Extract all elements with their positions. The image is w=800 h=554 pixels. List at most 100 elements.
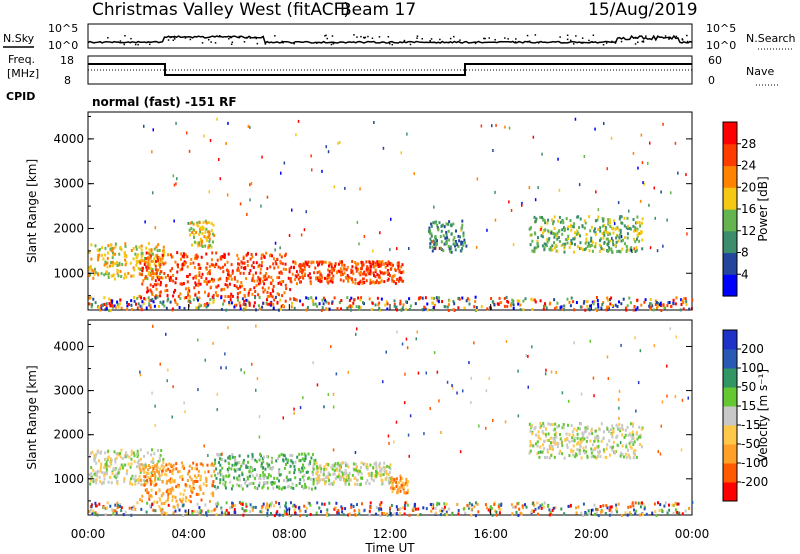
power-cell: [544, 221, 547, 225]
noise-search-point: [256, 42, 259, 45]
power-cell: [626, 232, 629, 236]
velocity-cell: [632, 450, 635, 453]
velocity-ground-cell: [92, 509, 95, 513]
velocity-cell: [400, 483, 403, 487]
velocity-cell: [92, 480, 95, 483]
velocity-cell: [311, 453, 314, 456]
velocity-ground-cell: [149, 504, 152, 508]
velocity-cell: [316, 466, 319, 470]
power-cell: [270, 294, 273, 298]
power-cell: [195, 253, 198, 257]
velocity-cell: [191, 466, 194, 470]
velocity-cell: [227, 469, 230, 473]
velocity-cell: [210, 492, 213, 496]
velocity-cell: [386, 464, 389, 468]
noise-search-point: [573, 43, 575, 45]
power-speckle: [246, 212, 248, 216]
velocity-cell: [130, 462, 133, 466]
power-cell: [112, 251, 114, 255]
power-cell: [626, 227, 629, 231]
velocity-cell: [160, 473, 163, 477]
power-cell: [182, 252, 185, 256]
power-cell: [529, 227, 532, 231]
radar-title: Christmas Valley West (fitACF): [92, 0, 350, 20]
velocity-cell: [309, 477, 312, 481]
power-speckle: [431, 240, 433, 244]
power-cell: [187, 293, 190, 297]
velocity-cell: [563, 456, 566, 460]
velocity-ground-cell: [676, 511, 679, 514]
power-cell: [159, 283, 162, 287]
velocity-cell: [189, 494, 192, 498]
power-cell: [541, 244, 544, 248]
power-cell: [344, 276, 347, 279]
velocity-ground-cell: [177, 505, 179, 509]
velocity-cell: [356, 483, 359, 486]
velocity-cell: [385, 472, 388, 476]
power-cell: [369, 278, 372, 282]
power-cell: [588, 215, 591, 219]
power-cell: [462, 231, 465, 235]
power-cell: [543, 219, 546, 223]
power-ground-cell: [563, 308, 566, 312]
power-cell: [335, 271, 338, 275]
velocity-ground-cell: [442, 508, 445, 511]
power-ground-cell: [486, 307, 489, 311]
velocity-ground-cell: [403, 504, 406, 508]
velocity-speckle: [332, 405, 335, 409]
power-cell: [231, 271, 234, 275]
velocity-cell: [588, 432, 591, 436]
velocity-cell: [216, 485, 219, 489]
velocity-cell: [368, 482, 371, 486]
power-cell: [450, 223, 453, 227]
power-cell: [102, 257, 105, 261]
frequency-trace: [88, 63, 692, 76]
noise-search-point: [559, 36, 561, 38]
velocity-cell: [200, 498, 203, 502]
power-cell: [388, 261, 391, 265]
power-ground-cell: [255, 308, 257, 312]
velocity-cell: [346, 463, 349, 467]
velocity-cell: [243, 477, 245, 481]
velocity-ground-cell: [395, 512, 398, 516]
velocity-ground-cell: [307, 501, 310, 505]
velocity-cell: [161, 469, 164, 473]
power-cell: [606, 237, 609, 241]
power-ground-cell: [572, 300, 575, 304]
power-cell: [171, 267, 174, 271]
velocity-cell: [631, 430, 634, 434]
power-cell: [114, 242, 117, 246]
velocity-cell: [596, 434, 599, 438]
velocity-cell: [327, 462, 330, 466]
power-cell: [334, 262, 337, 266]
power-cell: [216, 258, 219, 262]
velocity-ground-cell: [105, 506, 108, 510]
velocity-ground-cell: [522, 506, 524, 510]
power-cell: [302, 262, 305, 266]
power-speckle: [310, 154, 312, 158]
velocity-ground-cell: [249, 509, 252, 513]
power-ground-cell: [457, 297, 460, 300]
power-cell: [362, 263, 365, 267]
power-ground-cell: [326, 307, 329, 311]
velocity-cell: [102, 481, 105, 485]
power-cell: [619, 215, 622, 219]
power-ground-cell: [629, 301, 632, 305]
velocity-cell: [545, 427, 547, 431]
velocity-cell: [115, 452, 118, 456]
power-cell: [118, 261, 121, 265]
velocity-cell: [265, 481, 268, 485]
velocity-cell: [380, 474, 383, 478]
velocity-cell: [133, 460, 136, 464]
velocity-colorbar-label: 50: [741, 380, 756, 394]
power-cell: [461, 240, 464, 244]
velocity-cell: [110, 481, 113, 485]
power-cell: [157, 262, 160, 265]
power-cell: [355, 263, 358, 267]
power-cell: [608, 246, 611, 250]
velocity-ground-cell: [534, 507, 537, 511]
velocity-ground-cell: [543, 501, 546, 505]
velocity-ground-cell: [462, 507, 465, 511]
power-ground-cell: [633, 305, 636, 308]
velocity-cell: [111, 472, 114, 475]
